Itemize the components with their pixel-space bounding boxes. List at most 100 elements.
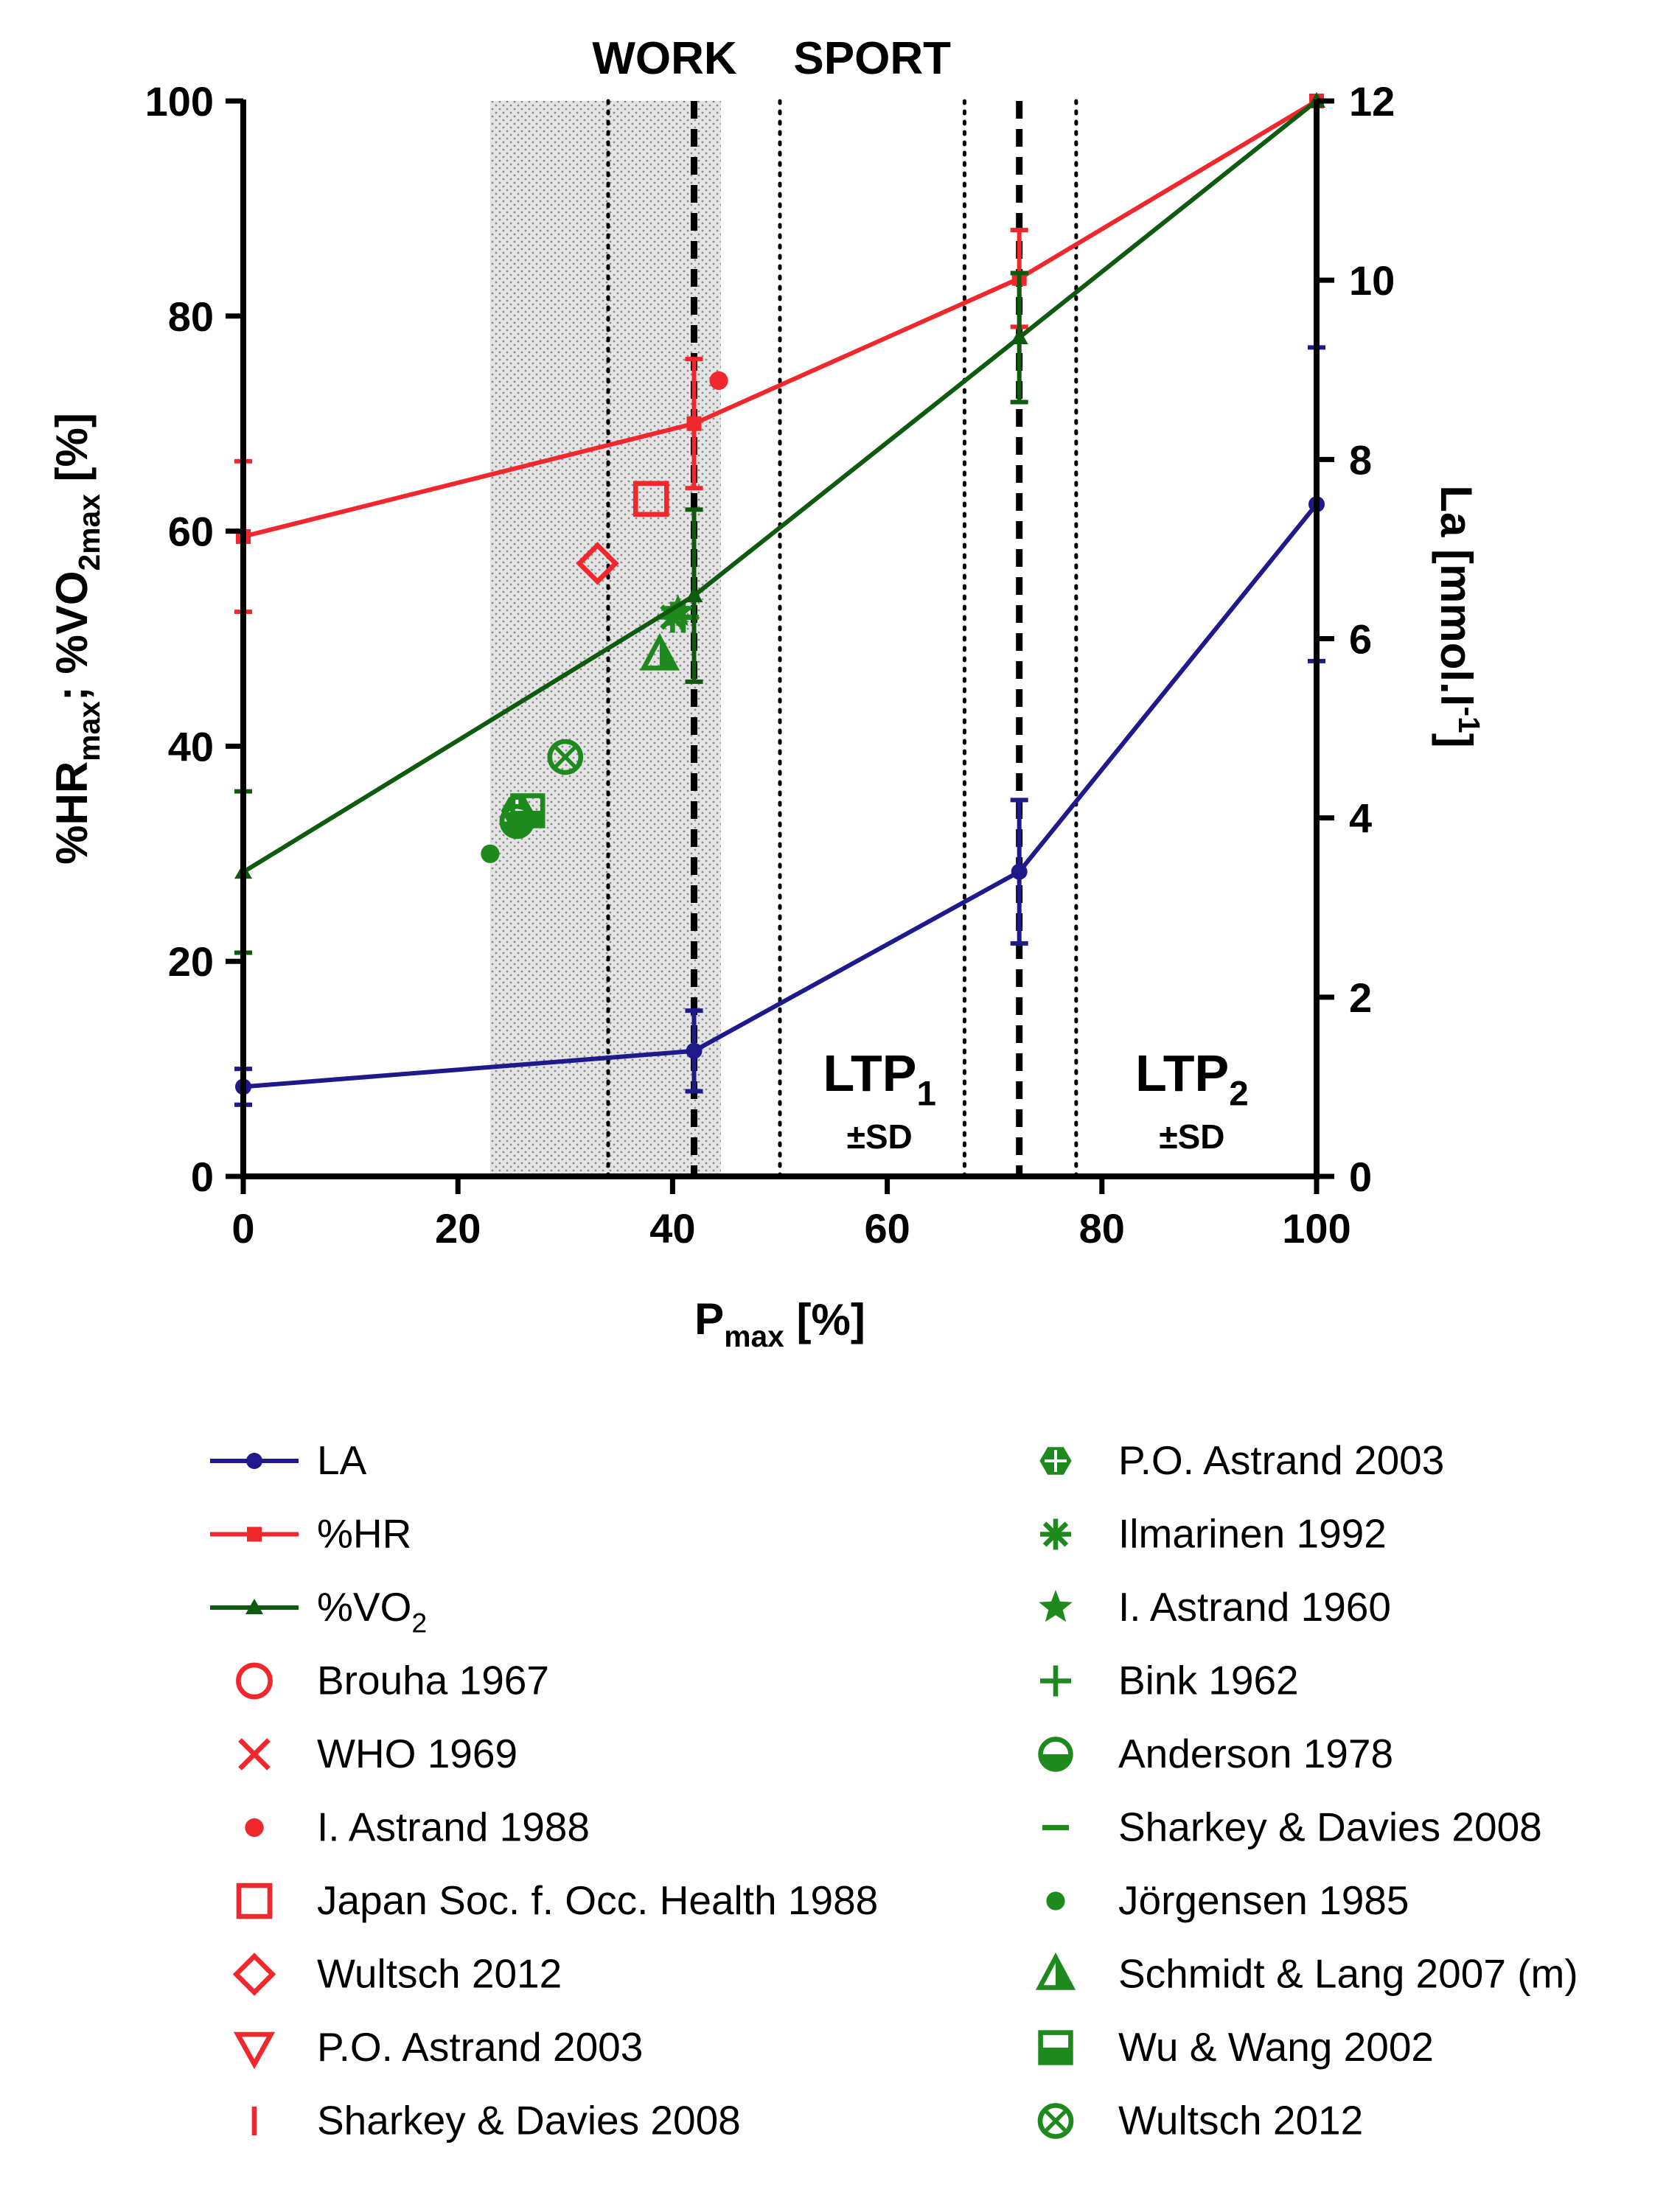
legend-item-right-1: Ilmarinen 1992 <box>1040 1511 1387 1557</box>
y-left-axis-title: %HRmax; %VO2max [%] <box>47 413 106 865</box>
x-tick-label-3: 60 <box>864 1205 910 1252</box>
y-left-tick-label-1: 20 <box>168 938 214 985</box>
study-point-6 <box>510 793 546 828</box>
legend-symbol <box>1035 1952 1076 1990</box>
legend-label: Sharkey & Davies 2008 <box>317 2098 741 2143</box>
plot-area <box>234 92 1325 1179</box>
legend-label: Brouha 1967 <box>317 1658 549 1703</box>
series-hr-line <box>243 99 1318 539</box>
y-right-axis-title: La [mmol.l-1] <box>1432 485 1486 747</box>
legend-item-right-6: Jörgensen 1985 <box>1046 1877 1409 1923</box>
y-left-tick-label-0: 0 <box>191 1154 214 1200</box>
legend-item-left-3: Brouha 1967 <box>236 1658 549 1703</box>
legend-item-left-6: Japan Soc. f. Occ. Health 1988 <box>236 1877 878 1923</box>
y-right-tick-label-3: 6 <box>1349 616 1372 663</box>
legend-symbol <box>245 1818 264 1838</box>
x-axis-title: Pmax [%] <box>694 1294 865 1353</box>
y-left-tick-label-3: 60 <box>168 509 214 555</box>
series-vo-point-2 <box>1010 328 1028 344</box>
legend-label: Jörgensen 1985 <box>1118 1877 1409 1923</box>
y-left-tick-label-2: 40 <box>168 723 214 770</box>
study-point-1 <box>632 481 669 517</box>
legend-symbol <box>238 1738 271 1770</box>
x-tick-label-2: 40 <box>649 1205 695 1252</box>
region-label-work: WORK <box>592 33 737 84</box>
legend-item-right-3: Bink 1962 <box>1040 1658 1299 1703</box>
series-vo-point-1 <box>685 587 703 603</box>
y-right-tick-label-4: 8 <box>1349 436 1372 483</box>
study-point-3 <box>481 844 500 863</box>
axes: 0 20 40 60 80 100 0 20 40 60 80 100 0 2 4 6 8 10 12 Pmax [%… <box>47 33 1486 1353</box>
ltp1-label: LTP1 <box>823 1044 936 1114</box>
study-point-8 <box>639 632 680 671</box>
ltp2-sd-label: ±SD <box>1159 1117 1224 1156</box>
legend-label: Wultsch 2012 <box>1118 2098 1363 2143</box>
legend-label: Bink 1962 <box>1118 1658 1299 1703</box>
y-left-tick-label-4: 80 <box>168 293 214 340</box>
legend-label: I. Astrand 1988 <box>317 1804 590 1850</box>
y-right-tick-label-5: 10 <box>1349 257 1395 304</box>
legend-label: P.O. Astrand 2003 <box>1118 1437 1444 1483</box>
legend: LA %HR %VO2 Brouha 1967 WHO 1969 I. Astrand 1… <box>210 1437 1578 2143</box>
legend-item-right-0: P.O. Astrand 2003 <box>1039 1437 1444 1483</box>
x-tick-label-5: 100 <box>1282 1205 1350 1252</box>
legend-item-left-1: %HR <box>210 1511 411 1557</box>
legend-item-left-4: WHO 1969 <box>238 1731 517 1776</box>
legend-item-left-7: Wultsch 2012 <box>232 1951 562 1997</box>
legend-label: WHO 1969 <box>317 1731 517 1776</box>
study-point-10 <box>661 594 695 627</box>
y-right-tick-label-1: 2 <box>1349 974 1372 1021</box>
x-tick-label-1: 20 <box>435 1205 481 1252</box>
legend-symbol <box>1046 1891 1065 1911</box>
legend-label: P.O. Astrand 2003 <box>317 2024 643 2070</box>
work-shaded-region <box>489 101 721 1176</box>
legend-item-right-5: Sharkey & Davies 2008 <box>1042 1804 1542 1850</box>
series-hr-point-1 <box>686 416 702 431</box>
legend-label: %VO2 <box>317 1584 427 1638</box>
legend-symbol <box>236 1883 273 1919</box>
series-la-point-1 <box>686 1042 703 1059</box>
legend-item-right-8: Wu & Wang 2002 <box>1038 2024 1434 2070</box>
y-right-tick-label-2: 4 <box>1349 795 1372 842</box>
legend-symbol <box>1037 2103 1074 2139</box>
legend-label: LA <box>317 1437 367 1483</box>
study-point-2 <box>576 542 619 585</box>
y-left-tick-label-5: 100 <box>145 78 214 125</box>
legend-item-right-2: I. Astrand 1960 <box>1039 1584 1391 1630</box>
y-right-tick-label-0: 0 <box>1349 1154 1372 1200</box>
legend-item-right-7: Schmidt & Lang 2007 (m) <box>1035 1951 1578 1997</box>
legend-label: %HR <box>317 1511 411 1557</box>
legend-symbol <box>1039 1590 1073 1622</box>
legend-item-left-0: LA <box>210 1437 367 1483</box>
legend-symbol <box>1039 1447 1072 1475</box>
legend-symbol <box>1038 1737 1073 1772</box>
legend-symbol <box>245 1599 263 1614</box>
region-label-sport: SPORT <box>793 33 951 84</box>
legend-item-left-5: I. Astrand 1988 <box>245 1804 590 1850</box>
legend-item-right-9: Wultsch 2012 <box>1037 2098 1363 2143</box>
study-point-0 <box>709 371 728 390</box>
legend-item-left-2: %VO2 <box>210 1584 427 1638</box>
legend-symbol <box>247 1527 262 1542</box>
ltp2-label: LTP2 <box>1135 1044 1249 1114</box>
legend-item-left-8: P.O. Astrand 2003 <box>233 2024 643 2070</box>
series-vo-line <box>242 99 1318 874</box>
legend-symbol <box>1040 1665 1071 1697</box>
y-right-tick-label-6: 12 <box>1349 78 1395 125</box>
legend-label: Sharkey & Davies 2008 <box>1118 1804 1542 1850</box>
ltp1-sd-label: ±SD <box>847 1117 913 1156</box>
legend-label: Japan Soc. f. Occ. Health 1988 <box>317 1877 878 1923</box>
x-tick-label-4: 80 <box>1079 1205 1125 1252</box>
legend-symbol <box>236 1662 273 1700</box>
legend-label: Wu & Wang 2002 <box>1118 2024 1434 2070</box>
legend-label: Wultsch 2012 <box>317 1951 562 1997</box>
legend-symbol <box>246 1453 262 1469</box>
legend-label: Ilmarinen 1992 <box>1118 1511 1387 1557</box>
study-point-7 <box>547 739 584 775</box>
legend-item-right-4: Anderson 1978 <box>1038 1731 1393 1776</box>
legend-item-left-9: Sharkey & Davies 2008 <box>251 2098 741 2143</box>
legend-symbol <box>1038 2030 1073 2065</box>
legend-symbol <box>1040 1518 1071 1550</box>
